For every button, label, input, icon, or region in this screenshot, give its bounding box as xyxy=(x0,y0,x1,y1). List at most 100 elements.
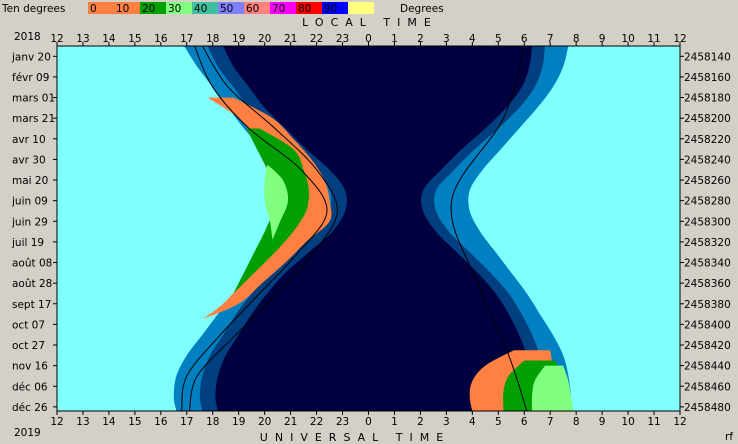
year-bottom: 2019 xyxy=(14,427,41,439)
x-tick-label-bottom: 21 xyxy=(284,416,297,428)
x-tick-label-top: 6 xyxy=(521,33,528,45)
date-label: oct 27 xyxy=(12,340,45,352)
top-axis-title: LOCAL TIME xyxy=(302,16,438,29)
x-tick-label-top: 13 xyxy=(76,33,89,45)
date-label: juin 29 xyxy=(11,216,48,228)
julian-day-label: 2458340 xyxy=(684,258,731,270)
legend-swatch xyxy=(166,2,192,14)
date-label: févr 09 xyxy=(12,72,49,84)
x-tick-label-bottom: 10 xyxy=(621,416,634,428)
date-label: avr 30 xyxy=(12,154,46,166)
year-top: 2018 xyxy=(14,31,41,43)
legend-swatch xyxy=(296,2,322,14)
x-tick-label-bottom: 14 xyxy=(102,416,116,428)
legend-label: 50 xyxy=(220,3,233,15)
x-tick-label-bottom: 2 xyxy=(417,416,424,428)
julian-day-label: 2458220 xyxy=(684,134,731,146)
x-tick-label-bottom: 20 xyxy=(258,416,271,428)
julian-day-label: 2458180 xyxy=(684,93,731,105)
x-tick-label-top: 8 xyxy=(573,33,580,45)
x-tick-label-top: 10 xyxy=(621,33,634,45)
x-tick-label-bottom: 0 xyxy=(365,416,372,428)
x-tick-label-top: 4 xyxy=(469,33,476,45)
julian-day-label: 2458320 xyxy=(684,237,731,249)
legend-swatch xyxy=(348,2,374,14)
x-tick-label-top: 22 xyxy=(310,33,323,45)
orange-band-evening xyxy=(202,97,332,320)
x-tick-label-top: 11 xyxy=(647,33,660,45)
x-tick-label-top: 2 xyxy=(417,33,424,45)
x-tick-label-bottom: 15 xyxy=(128,416,141,428)
x-tick-label-bottom: 1 xyxy=(391,416,398,428)
legend-label: 10 xyxy=(116,3,129,15)
legend-swatch xyxy=(322,2,348,14)
date-label: déc 26 xyxy=(12,402,48,414)
julian-day-label: 2458240 xyxy=(684,154,731,166)
julian-day-label: 2458440 xyxy=(684,361,731,373)
curve-line-b xyxy=(188,46,338,411)
x-tick-label-top: 16 xyxy=(154,33,168,45)
x-tick-label-top: 20 xyxy=(258,33,271,45)
x-tick-label-bottom: 18 xyxy=(206,416,219,428)
legend-label: 60 xyxy=(246,3,259,15)
date-label: juil 19 xyxy=(11,237,44,249)
plot-area xyxy=(57,46,680,411)
x-tick-label-bottom: 12 xyxy=(673,416,686,428)
legend-label: 70 xyxy=(272,3,285,15)
legend-swatch xyxy=(88,2,114,14)
julian-day-label: 2458300 xyxy=(684,216,731,228)
legend-swatch xyxy=(244,2,270,14)
legend-swatch xyxy=(270,2,296,14)
x-tick-label-top: 15 xyxy=(128,33,141,45)
julian-day-label: 2458360 xyxy=(684,278,731,290)
x-tick-label-bottom: 13 xyxy=(76,416,89,428)
julian-day-label: 2458420 xyxy=(684,340,731,352)
julian-day-label: 2458280 xyxy=(684,196,731,208)
x-tick-label-top: 14 xyxy=(102,33,116,45)
x-tick-label-top: 21 xyxy=(284,33,297,45)
x-tick-label-top: 0 xyxy=(365,33,372,45)
date-label: janv 20 xyxy=(11,51,51,63)
legend-label: 20 xyxy=(142,3,155,15)
x-tick-label-top: 7 xyxy=(547,33,554,45)
julian-day-label: 2458460 xyxy=(684,381,731,393)
legend-swatch xyxy=(114,2,140,14)
curve-line-a xyxy=(181,46,328,411)
x-tick-label-bottom: 19 xyxy=(232,416,245,428)
legend-end-label: Degrees xyxy=(400,3,444,15)
date-label: août 08 xyxy=(12,258,52,270)
legend-title: Ten degrees xyxy=(1,3,65,15)
date-label: mars 21 xyxy=(12,113,55,125)
x-tick-label-bottom: 4 xyxy=(469,416,476,428)
date-label: mars 01 xyxy=(12,93,55,105)
curve-line-c xyxy=(450,46,528,411)
x-tick-label-top: 23 xyxy=(336,33,349,45)
x-tick-label-bottom: 11 xyxy=(647,416,660,428)
julian-day-label: 2458160 xyxy=(684,72,731,84)
x-tick-label-top: 12 xyxy=(673,33,686,45)
x-tick-label-top: 19 xyxy=(232,33,245,45)
x-tick-label-top: 12 xyxy=(50,33,63,45)
legend-label: 30 xyxy=(168,3,181,15)
x-tick-label-bottom: 16 xyxy=(154,416,168,428)
date-label: août 28 xyxy=(12,278,52,290)
legend-label: 90 xyxy=(324,3,337,15)
julian-day-label: 2458200 xyxy=(684,113,731,125)
date-label: mai 20 xyxy=(12,175,48,187)
x-tick-label-top: 3 xyxy=(443,33,450,45)
x-tick-label-top: 1 xyxy=(391,33,398,45)
legend-swatch xyxy=(192,2,218,14)
julian-day-label: 2458480 xyxy=(684,402,731,414)
julian-day-label: 2458380 xyxy=(684,299,731,311)
legend-swatch xyxy=(218,2,244,14)
x-tick-label-bottom: 23 xyxy=(336,416,349,428)
x-tick-label-top: 9 xyxy=(599,33,606,45)
julian-day-label: 2458260 xyxy=(684,175,731,187)
julian-day-label: 2458400 xyxy=(684,319,731,331)
date-label: sept 17 xyxy=(12,299,51,311)
date-label: déc 06 xyxy=(12,381,48,393)
x-tick-label-bottom: 22 xyxy=(310,416,323,428)
date-label: avr 10 xyxy=(12,134,46,146)
x-tick-label-bottom: 5 xyxy=(495,416,502,428)
